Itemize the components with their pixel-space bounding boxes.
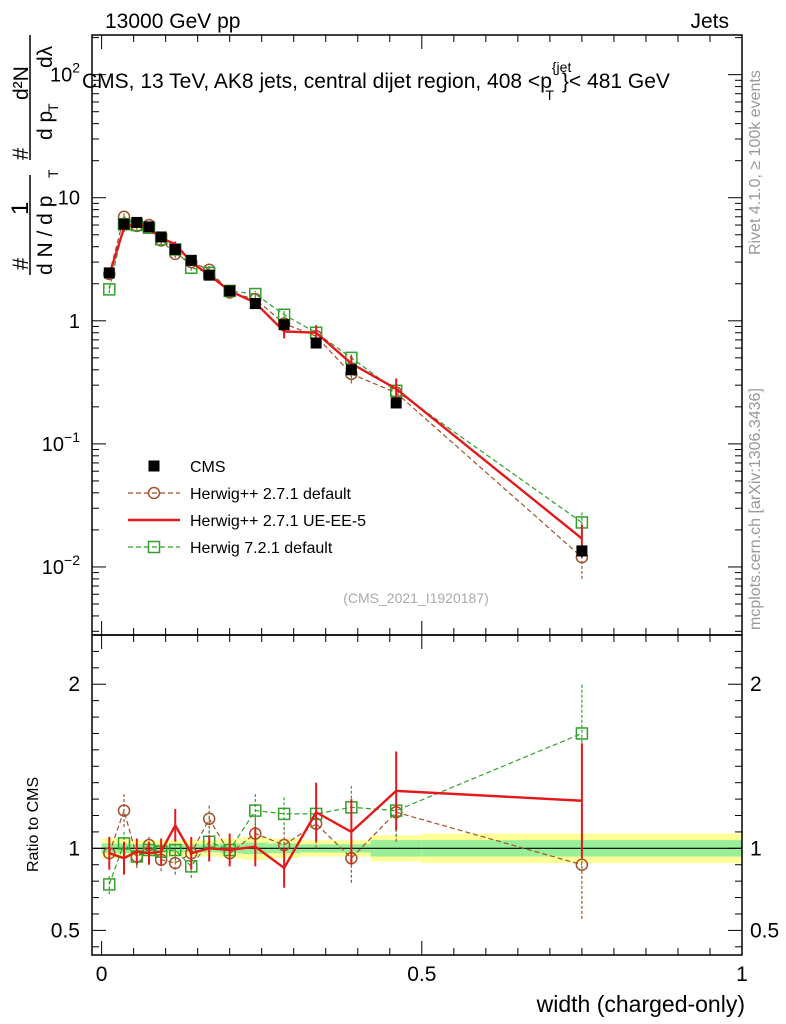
mcplots-label: mcplots.cern.ch [arXiv:1306.3436]	[747, 388, 764, 630]
series-0-point	[118, 218, 130, 230]
series-0-point	[169, 243, 181, 255]
ratio-3-point	[169, 843, 182, 857]
analysis-id: (CMS_2021_I1920187)	[343, 590, 489, 606]
x-tick-label: 1	[736, 963, 748, 986]
series-0-point	[310, 337, 322, 349]
y-label-numerator: 1	[7, 202, 34, 215]
series-0-point	[576, 545, 588, 557]
x-tick-label: 0	[96, 963, 108, 986]
legend-label-3: Herwig 7.2.1 default	[190, 540, 333, 557]
y-tick-label: 10−2	[42, 552, 80, 579]
series-0-point	[103, 267, 115, 279]
ratio-1-point	[575, 858, 589, 871]
ratio-3-point	[575, 727, 589, 740]
series-0-point	[203, 269, 215, 281]
y-tick-label: 10	[58, 188, 80, 210]
ratio-y-tick-label: 1	[68, 837, 80, 860]
y-label-den2-tail: dλ	[34, 45, 57, 68]
ratio-y-tick-label-right: 1	[750, 837, 762, 860]
y-label-denominator-sub: T	[45, 169, 61, 178]
series-0-point	[390, 397, 402, 409]
legend-label-0: CMS	[190, 459, 226, 476]
y-label-denominator: d N / d p	[34, 196, 57, 275]
y-label-hash: #	[8, 257, 33, 270]
series-0-point	[278, 319, 290, 331]
series-line-1	[108, 215, 583, 558]
legend-label-2: Herwig++ 2.7.1 UE-EE-5	[190, 513, 366, 530]
y-tick-label: 10−1	[42, 429, 80, 456]
series-0-point	[143, 221, 155, 233]
x-axis-label: width (charged-only)	[536, 991, 745, 1017]
ratio-y-tick-label: 2	[68, 673, 80, 696]
ratio-3-point	[277, 807, 291, 821]
legend-marker-0	[148, 460, 160, 472]
series-0-point	[131, 216, 143, 228]
ratio-frame	[91, 634, 743, 956]
y-label-hash-2: #	[8, 147, 33, 160]
legend-label-1: Herwig++ 2.7.1 default	[190, 486, 352, 503]
x-tick-label: 0.5	[407, 963, 436, 986]
ratio-y-axis-label: Ratio to CMS	[25, 777, 42, 872]
y-tick-label: 102	[50, 60, 80, 87]
ratio-y-tick-label-right: 2	[750, 673, 762, 696]
ratio-1-point	[169, 856, 182, 870]
ratio-3-point	[103, 878, 116, 891]
header-left: 13000 GeV pp	[105, 10, 240, 33]
y-label-den2: d p	[34, 111, 57, 140]
y-label-num2: d²N	[10, 66, 33, 100]
ratio-y-tick-label: 0.5	[51, 919, 80, 942]
series-0-point	[185, 254, 197, 266]
ratio-y-tick-label-right: 0.5	[750, 919, 779, 942]
series-0-point	[224, 285, 236, 297]
header-right: Jets	[690, 10, 729, 33]
y-tick-label: 1	[69, 311, 80, 333]
legend-marker-1	[147, 486, 161, 500]
series-0-point	[345, 364, 357, 376]
ratio-3-point	[249, 804, 262, 817]
series-0-point	[249, 298, 261, 310]
y-label-den2-sub: T	[45, 103, 61, 112]
chart-title: CMS, 13 TeV, AK8 jets, central dijet reg…	[82, 59, 670, 103]
legend-marker-3	[147, 540, 161, 554]
ratio-1-point	[202, 812, 216, 826]
rivet-label: Rivet 4.1.0, ≥ 100k events	[747, 70, 764, 255]
series-3-point	[103, 283, 116, 296]
series-0-point	[155, 231, 167, 243]
ratio-1-point	[117, 804, 131, 817]
